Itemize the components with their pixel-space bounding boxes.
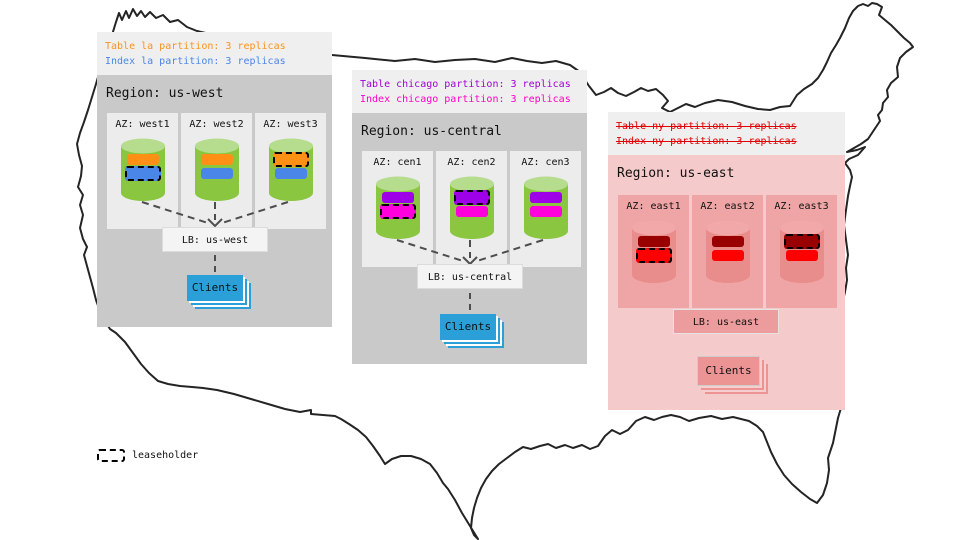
- annotation-table-la: Table la partition: 3 replicas: [105, 41, 286, 52]
- clients-us-central: Clients: [440, 314, 496, 340]
- annotation-index-ny: Index ny partition: 3 replicas: [616, 136, 797, 147]
- region-title-us-west: Region: us-west: [106, 86, 224, 101]
- region-group-us-west: Table la partition: 3 replicas Index la …: [97, 32, 332, 327]
- lb-us-west: LB: us-west: [162, 227, 268, 252]
- region-group-us-central: Table chicago partition: 3 replicas Inde…: [352, 70, 587, 364]
- table-replica-bar-leaseholder: [783, 234, 820, 249]
- az-label: AZ: west3: [263, 119, 318, 130]
- index-replica-bar: [274, 168, 307, 179]
- region-box-us-central: Region: us-central AZ: cen1 AZ: cen2: [352, 113, 587, 364]
- annotation-us-central: Table chicago partition: 3 replicas Inde…: [352, 70, 587, 113]
- index-replica-bar: [200, 168, 233, 179]
- table-replica-bar: [200, 154, 233, 165]
- clients-us-east: Clients: [697, 356, 760, 386]
- annotation-us-east: Table ny partition: 3 replicas Index ny …: [608, 112, 845, 155]
- db-cylinder-west3: [268, 138, 314, 202]
- db-cylinder-cen3: [523, 176, 569, 240]
- az-label: AZ: cen3: [521, 157, 570, 168]
- annotation-table-ny: Table ny partition: 3 replicas: [616, 121, 797, 132]
- annotation-index-la: Index la partition: 3 replicas: [105, 56, 286, 67]
- region-title-us-central: Region: us-central: [361, 124, 502, 139]
- index-replica-bar: [785, 250, 818, 261]
- region-box-us-west: Region: us-west AZ: west1 AZ: west2: [97, 75, 332, 327]
- region-group-us-east: Table ny partition: 3 replicas Index ny …: [608, 112, 845, 410]
- az-cen2: AZ: cen2: [436, 151, 507, 267]
- az-east3: AZ: east3: [766, 195, 837, 308]
- table-replica-bar-leaseholder: [453, 190, 490, 205]
- az-row-us-central: AZ: cen1 AZ: cen2: [362, 151, 581, 267]
- table-replica-bar: [126, 154, 159, 165]
- region-box-us-east: Region: us-east AZ: east1 AZ: east2: [608, 155, 845, 410]
- db-cylinder-cen1: [375, 176, 421, 240]
- index-replica-bar-leaseholder: [124, 166, 161, 181]
- leaseholder-swatch-icon: [97, 449, 125, 462]
- az-cen3: AZ: cen3: [510, 151, 581, 267]
- az-west3: AZ: west3: [255, 113, 326, 229]
- az-east2: AZ: east2: [692, 195, 763, 308]
- annotation-us-west: Table la partition: 3 replicas Index la …: [97, 32, 332, 75]
- table-replica-bar: [637, 236, 670, 247]
- table-replica-bar: [381, 192, 414, 203]
- az-west1: AZ: west1: [107, 113, 178, 229]
- index-replica-bar: [711, 250, 744, 261]
- az-row-us-west: AZ: west1 AZ: west2: [107, 113, 326, 229]
- table-replica-bar: [529, 192, 562, 203]
- db-cylinder-cen2: [449, 176, 495, 240]
- legend-leaseholder: leaseholder: [97, 449, 198, 462]
- az-west2: AZ: west2: [181, 113, 252, 229]
- table-replica-bar-leaseholder: [272, 152, 309, 167]
- legend-label: leaseholder: [132, 450, 199, 461]
- annotation-index-chicago: Index chicago partition: 3 replicas: [360, 94, 571, 105]
- az-label: AZ: cen1: [373, 157, 422, 168]
- annotation-table-chicago: Table chicago partition: 3 replicas: [360, 79, 571, 90]
- db-cylinder-east1: [631, 220, 677, 284]
- az-label: AZ: cen2: [447, 157, 496, 168]
- table-replica-bar: [711, 236, 744, 247]
- lb-us-east: LB: us-east: [673, 309, 779, 334]
- region-title-us-east: Region: us-east: [617, 166, 735, 181]
- index-replica-bar: [455, 206, 488, 217]
- db-cylinder-west1: [120, 138, 166, 202]
- az-cen1: AZ: cen1: [362, 151, 433, 267]
- clients-us-west: Clients: [187, 275, 243, 301]
- index-replica-bar-leaseholder: [635, 248, 672, 263]
- az-label: AZ: east3: [774, 201, 829, 212]
- db-cylinder-east2: [705, 220, 751, 284]
- az-label: AZ: east1: [626, 201, 681, 212]
- az-east1: AZ: east1: [618, 195, 689, 308]
- az-label: AZ: east2: [700, 201, 755, 212]
- db-cylinder-east3: [779, 220, 825, 284]
- az-label: AZ: west1: [115, 119, 170, 130]
- az-label: AZ: west2: [189, 119, 244, 130]
- index-replica-bar: [529, 206, 562, 217]
- az-row-us-east: AZ: east1 AZ: east2: [618, 195, 837, 308]
- index-replica-bar-leaseholder: [379, 204, 416, 219]
- db-cylinder-west2: [194, 138, 240, 202]
- lb-us-central: LB: us-central: [417, 264, 523, 289]
